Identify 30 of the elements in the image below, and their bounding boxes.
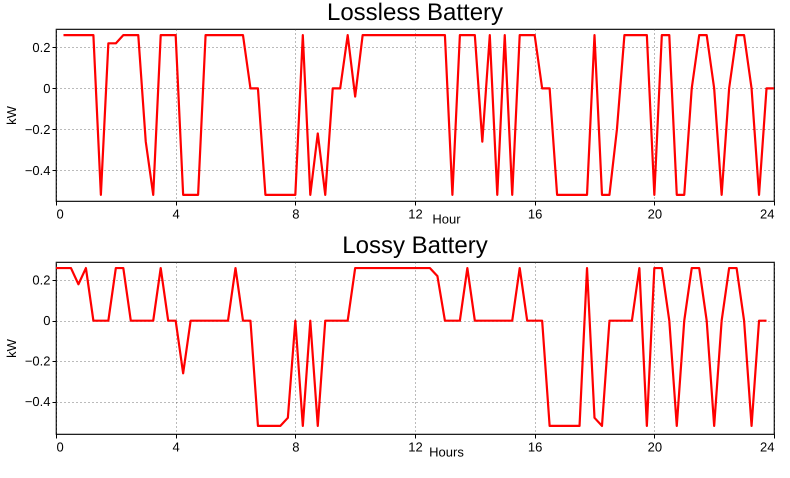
x-tick-label: 20 — [648, 206, 662, 222]
x-tick-label: 0 — [56, 440, 64, 454]
y-axis-title: kW — [4, 338, 19, 358]
chart-title: Lossy Battery — [342, 232, 488, 259]
x-tick-label: 4 — [172, 440, 180, 454]
x-tick-label: 8 — [292, 440, 300, 454]
y-tick-label: 0 — [43, 313, 50, 328]
x-tick-label: 12 — [408, 206, 423, 222]
y-tick-label: −0.2 — [24, 354, 50, 369]
y-tick-label: −0.2 — [24, 122, 50, 137]
x-axis-title: Hours — [429, 444, 464, 460]
x-tick-label: 0 — [56, 206, 64, 222]
line-series — [62, 34, 774, 196]
x-tick-label: 24 — [760, 440, 774, 454]
x-tick-label: 12 — [408, 440, 423, 454]
line-series — [56, 266, 768, 428]
chart-title: Lossless Battery — [326, 0, 504, 26]
y-tick-label: 0.2 — [32, 272, 50, 288]
x-tick-label: 8 — [292, 206, 300, 222]
y-tick-label: 0.2 — [32, 40, 50, 55]
x-tick-label: 16 — [528, 206, 542, 222]
y-tick-label: −0.4 — [24, 394, 50, 410]
x-axis-title: Hour — [432, 212, 462, 226]
x-tick-label: 24 — [760, 206, 774, 222]
y-axis-title: kW — [4, 105, 19, 125]
y-tick-label: −0.4 — [24, 162, 50, 178]
y-tick-label: 0 — [43, 80, 50, 96]
x-tick-label: 4 — [172, 206, 180, 222]
x-tick-label: 16 — [528, 440, 542, 454]
x-tick-label: 20 — [648, 440, 662, 454]
